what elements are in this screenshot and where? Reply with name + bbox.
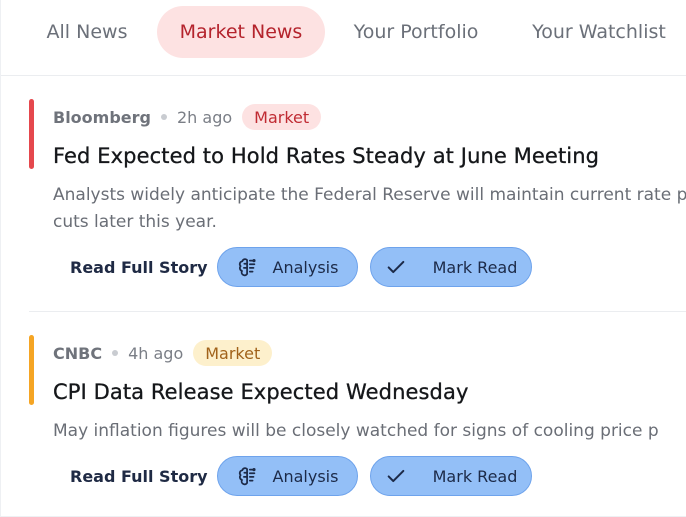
article-headline[interactable]: Fed Expected to Hold Rates Steady at Jun… (53, 144, 600, 168)
article-summary: May inflation figures will be closely wa… (53, 421, 659, 441)
check-icon (385, 256, 407, 278)
article-actions: Read Full Story Analysis (53, 247, 532, 287)
separator-dot (112, 350, 119, 356)
read-full-story-link[interactable]: Read Full Story (70, 466, 208, 486)
tab-your-portfolio[interactable]: Your Portfolio (353, 21, 479, 43)
analysis-button[interactable]: Analysis (217, 247, 358, 287)
article-source: CNBC (53, 343, 103, 363)
article-accent-bar (29, 99, 34, 169)
news-article: CNBC 4h ago Market CPI Data Release Expe… (29, 313, 686, 516)
article-time: 2h ago (176, 107, 233, 127)
mark-read-button[interactable]: Mark Read (370, 456, 532, 496)
category-tag: Market (242, 104, 322, 130)
mark-read-button[interactable]: Mark Read (370, 247, 532, 287)
article-actions: Read Full Story Analysis (53, 456, 532, 496)
category-tag: Market (193, 340, 273, 366)
article-accent-bar (29, 335, 34, 405)
mark-read-button-label: Mark Read (432, 257, 518, 277)
article-meta: Bloomberg 2h ago Market (53, 103, 322, 131)
read-full-story-link[interactable]: Read Full Story (70, 257, 208, 277)
analysis-button-label: Analysis (272, 466, 339, 486)
analysis-button[interactable]: Analysis (217, 456, 358, 496)
tab-market-news[interactable]: Market News (157, 6, 325, 58)
mark-read-button-label: Mark Read (432, 466, 518, 486)
separator-dot (160, 114, 167, 120)
news-tabs: All News Market News Your Portfolio Your… (1, 0, 686, 76)
brain-icon (237, 465, 259, 487)
tab-all-news[interactable]: All News (46, 21, 128, 43)
brain-icon (237, 256, 259, 278)
article-time: 4h ago (128, 343, 184, 363)
analysis-button-label: Analysis (272, 257, 339, 277)
news-article: Bloomberg 2h ago Market Fed Expected to … (29, 77, 686, 312)
article-headline[interactable]: CPI Data Release Expected Wednesday (53, 380, 469, 404)
tab-your-watchlist[interactable]: Your Watchlist (532, 21, 666, 43)
article-source: Bloomberg (53, 107, 151, 127)
article-summary: Analysts widely anticipate the Federal R… (53, 185, 686, 232)
check-icon (385, 465, 407, 487)
article-meta: CNBC 4h ago Market (53, 339, 273, 367)
